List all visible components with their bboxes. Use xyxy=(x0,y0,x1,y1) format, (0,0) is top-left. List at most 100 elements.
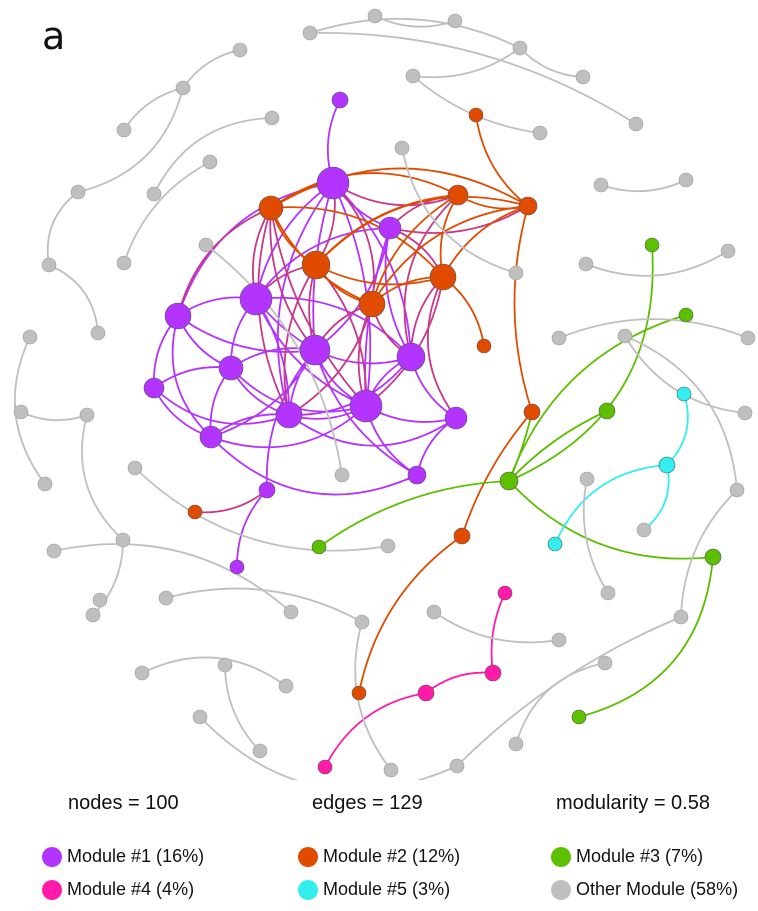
network-node-other xyxy=(740,330,756,346)
network-node-module-1 xyxy=(218,355,244,381)
network-edge xyxy=(600,179,687,193)
network-node-other xyxy=(46,543,62,559)
network-node-other xyxy=(278,678,294,694)
nodes-layer xyxy=(13,8,756,778)
network-edge xyxy=(401,147,517,274)
legend-module-1: Module #1 (16%) xyxy=(42,846,204,867)
network-edge xyxy=(141,656,287,687)
legend-swatch-module-1 xyxy=(42,846,62,867)
network-edge xyxy=(374,15,456,28)
legend-label-module-1: Module #1 (16%) xyxy=(67,846,205,866)
network-node-module-1 xyxy=(164,302,192,330)
legend-swatch-module-5 xyxy=(298,879,318,900)
legend-module-2: Module #2 (12%) xyxy=(298,846,460,867)
network-edge xyxy=(270,167,529,209)
network-edge xyxy=(475,114,529,207)
network-node-other xyxy=(720,243,736,259)
network-node-module-1 xyxy=(316,166,350,200)
network-node-module-1 xyxy=(349,389,383,423)
network-edge xyxy=(210,436,418,496)
network-node-other xyxy=(426,604,442,620)
network-node-other xyxy=(636,522,652,538)
network-node-other xyxy=(447,13,463,29)
network-edge xyxy=(513,205,533,413)
network-edge xyxy=(427,276,457,419)
network-edge xyxy=(558,318,749,339)
network-edge xyxy=(433,611,560,644)
legend-other-module: Other Module (58%) xyxy=(551,879,738,900)
network-node-module-5 xyxy=(676,386,692,402)
network-edge xyxy=(624,335,746,414)
legend-label-module-5: Module #5 (3%) xyxy=(323,879,451,899)
network-edge xyxy=(177,207,272,317)
network-edge xyxy=(412,75,541,134)
network-node-module-5 xyxy=(547,536,563,552)
nodes-count: nodes = 100 xyxy=(68,792,179,814)
network-node-module-1 xyxy=(239,282,273,316)
network-edge xyxy=(199,716,458,780)
network-node-module-3 xyxy=(644,237,660,253)
network-node-module-2 xyxy=(476,338,492,354)
network-edge xyxy=(490,592,506,674)
network-edge xyxy=(582,478,609,594)
network-edge xyxy=(153,387,290,425)
network-node-other xyxy=(383,762,399,778)
network-edge xyxy=(578,556,714,718)
network-edge xyxy=(194,489,268,514)
network-node-module-1 xyxy=(407,465,427,485)
network-node-module-4 xyxy=(484,664,502,682)
network-edge xyxy=(324,692,427,768)
network-edge xyxy=(288,303,373,416)
network-edge xyxy=(283,264,317,416)
network-node-other xyxy=(354,614,370,630)
network-node-other xyxy=(22,329,38,345)
network-edge xyxy=(153,117,273,195)
legend-swatch-other-module xyxy=(551,879,571,900)
network-node-module-1 xyxy=(378,216,402,240)
network-edge xyxy=(315,196,529,266)
network-edge xyxy=(389,205,529,234)
network-node-other xyxy=(116,122,132,138)
network-edge xyxy=(77,87,184,193)
network-edge xyxy=(554,464,668,545)
network-node-module-2 xyxy=(447,184,469,206)
network-node-other xyxy=(737,405,753,421)
network-edge xyxy=(680,489,738,618)
network-edge xyxy=(165,587,363,623)
network-node-other xyxy=(283,604,299,620)
network-node-module-2 xyxy=(358,290,386,318)
network-node-module-2 xyxy=(523,403,541,421)
network-edge xyxy=(508,410,608,482)
network-node-other xyxy=(678,172,694,188)
network-node-other xyxy=(600,585,616,601)
network-edge xyxy=(318,480,510,548)
network-edge xyxy=(412,47,521,79)
network-node-other xyxy=(673,609,689,625)
network-edge xyxy=(123,87,184,131)
panel-label: a xyxy=(42,14,66,58)
network-node-other xyxy=(617,328,633,344)
network-node-other xyxy=(202,154,218,170)
legend-swatch-module-2 xyxy=(298,846,318,867)
legend-label-module-4: Module #4 (4%) xyxy=(67,879,195,899)
network-node-other xyxy=(578,256,594,272)
network-edge xyxy=(210,405,367,449)
network-edge xyxy=(255,227,391,300)
modularity-value: modularity = 0.58 xyxy=(556,792,710,814)
network-edge xyxy=(456,616,682,767)
network-node-other xyxy=(367,8,383,24)
network-node-module-3 xyxy=(598,402,616,420)
network-node-module-2 xyxy=(453,527,471,545)
legend-module-3: Module #3 (7%) xyxy=(551,846,703,867)
network-node-other xyxy=(593,177,609,193)
network-edge xyxy=(270,207,367,407)
network-edge xyxy=(270,206,444,278)
network-edge xyxy=(53,543,292,613)
network-edge xyxy=(205,244,343,476)
network-node-other xyxy=(217,657,233,673)
network-node-other xyxy=(532,125,548,141)
network-node-module-5 xyxy=(658,456,676,474)
network-node-module-2 xyxy=(351,685,367,701)
network-node-module-2 xyxy=(468,107,484,123)
network-node-other xyxy=(508,265,524,281)
